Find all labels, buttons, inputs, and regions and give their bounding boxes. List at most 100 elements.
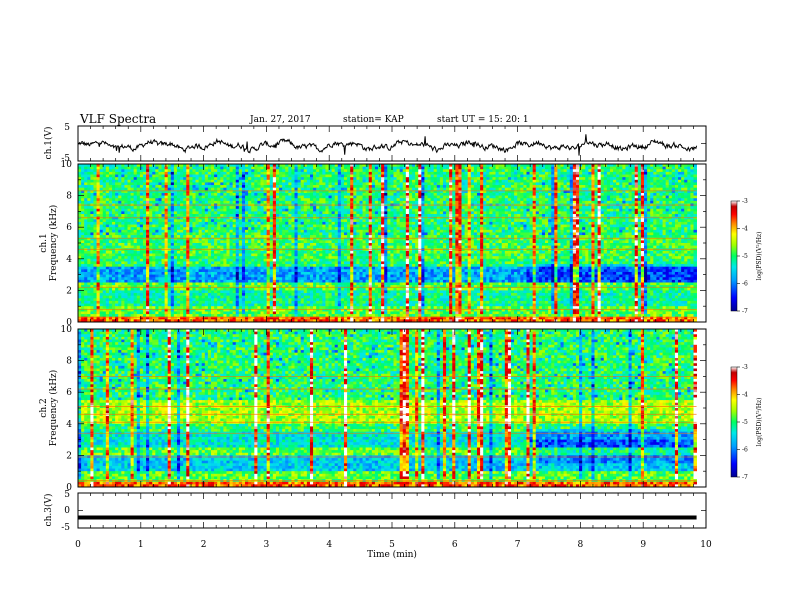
spectrogram-cell xyxy=(223,167,226,170)
spectrogram-cell xyxy=(520,180,523,183)
spectrogram-cell xyxy=(458,185,461,188)
spectrogram-cell xyxy=(276,196,279,199)
spectrogram-cell xyxy=(149,196,152,199)
spectrogram-cell xyxy=(533,169,536,172)
spectrogram-cell xyxy=(177,180,180,183)
spectrogram-cell xyxy=(520,188,523,191)
spectrogram-cell xyxy=(217,172,220,175)
spectrogram-cell xyxy=(347,188,350,191)
spectrogram-cell xyxy=(162,167,165,170)
spectrogram-cell xyxy=(152,177,155,180)
spectrogram-cell xyxy=(313,185,316,188)
spectrogram-cell xyxy=(319,172,322,175)
spectrogram-cell xyxy=(403,196,406,199)
spectrogram-cell xyxy=(446,169,449,172)
spectrogram-cell xyxy=(536,172,539,175)
spectrogram-cell xyxy=(412,193,415,196)
spectrogram-cell xyxy=(223,185,226,188)
spectrogram-cell xyxy=(446,172,449,175)
spectrogram-cell xyxy=(329,172,332,175)
spectrogram-cell xyxy=(208,167,211,170)
spectrogram-cell xyxy=(635,177,638,180)
spectrogram-cell xyxy=(84,175,87,178)
spectrogram-cell xyxy=(415,193,418,196)
spectrogram-cell xyxy=(468,172,471,175)
spectrogram-cell xyxy=(301,167,304,170)
spectrogram-cell xyxy=(109,167,112,170)
spectrogram-cell xyxy=(152,196,155,199)
spectrogram-cell xyxy=(489,167,492,170)
spectrogram-cell xyxy=(205,169,208,172)
spectrogram-cell xyxy=(217,177,220,180)
spectrogram-cell xyxy=(505,175,508,178)
spectrogram-cell xyxy=(87,167,90,170)
spectrogram-cell xyxy=(341,193,344,196)
spectrogram-cell xyxy=(313,193,316,196)
spectrogram-cell xyxy=(514,185,517,188)
spectrogram-cell xyxy=(508,169,511,172)
spectrogram-cell xyxy=(455,177,458,180)
spectrogram-cell xyxy=(412,167,415,170)
spectrogram-cell xyxy=(282,167,285,170)
spectrogram-cell xyxy=(508,177,511,180)
spectrogram-cell xyxy=(180,196,183,199)
spectrogram-cell xyxy=(226,180,229,183)
spectrogram-cell xyxy=(366,167,369,170)
spectrogram-cell xyxy=(298,175,301,178)
spectrogram-cell xyxy=(220,180,223,183)
spectrogram-cell xyxy=(264,185,267,188)
spectrogram-cell xyxy=(319,196,322,199)
spectrogram-cell xyxy=(672,193,675,196)
spectrogram-cell xyxy=(675,167,678,170)
spectrogram-cell xyxy=(505,182,508,185)
spectrogram-cell xyxy=(387,185,390,188)
spectrogram-cell xyxy=(653,193,656,196)
spectrogram-cell xyxy=(560,169,563,172)
spectrogram-cell xyxy=(310,180,313,183)
spectrogram-cell xyxy=(693,182,696,185)
spectrogram-cell xyxy=(248,182,251,185)
spectrogram-cell xyxy=(440,188,443,191)
spectrogram-cell xyxy=(267,177,270,180)
spectrogram-cell xyxy=(440,180,443,183)
spectrogram-cell xyxy=(183,180,186,183)
spectrogram-cell xyxy=(146,172,149,175)
spectrogram-cell xyxy=(118,169,121,172)
spectrogram-cell xyxy=(285,185,288,188)
spectrogram-cell xyxy=(551,182,554,185)
spectrogram-cell xyxy=(350,185,353,188)
spectrogram-cell xyxy=(183,167,186,170)
spectrogram-cell xyxy=(384,167,387,170)
spectrogram-cell xyxy=(551,167,554,170)
spectrogram-cell xyxy=(260,167,263,170)
spectrogram-cell xyxy=(233,180,236,183)
spectrogram-cell xyxy=(155,172,158,175)
spectrogram-cell xyxy=(93,169,96,172)
spectrogram-cell xyxy=(106,180,109,183)
spectrogram-cell xyxy=(291,196,294,199)
spectrogram-cell xyxy=(576,193,579,196)
spectrogram-cell xyxy=(554,180,557,183)
spectrogram-cell xyxy=(635,182,638,185)
spectrogram-cell xyxy=(551,175,554,178)
spectrogram-cell xyxy=(560,167,563,170)
spectrogram-cell xyxy=(598,169,601,172)
spectrogram-cell xyxy=(97,167,100,170)
spectrogram-cell xyxy=(625,175,628,178)
spectrogram-cell xyxy=(517,175,520,178)
spectrogram-cell xyxy=(428,196,431,199)
spectrogram-cell xyxy=(579,185,582,188)
spectrogram-cell xyxy=(329,177,332,180)
spectrogram-cell xyxy=(570,193,573,196)
spectrogram-cell xyxy=(564,175,567,178)
spectrogram-cell xyxy=(489,172,492,175)
spectrogram-cell xyxy=(424,182,427,185)
spectrogram-cell xyxy=(254,169,257,172)
spectrogram-cell xyxy=(322,167,325,170)
spectrogram-cell xyxy=(539,175,542,178)
spectrogram-cell xyxy=(480,169,483,172)
spectrogram-cell xyxy=(625,185,628,188)
spectrogram-cell xyxy=(375,185,378,188)
spectrogram-cell xyxy=(446,177,449,180)
spectrogram-cell xyxy=(400,175,403,178)
